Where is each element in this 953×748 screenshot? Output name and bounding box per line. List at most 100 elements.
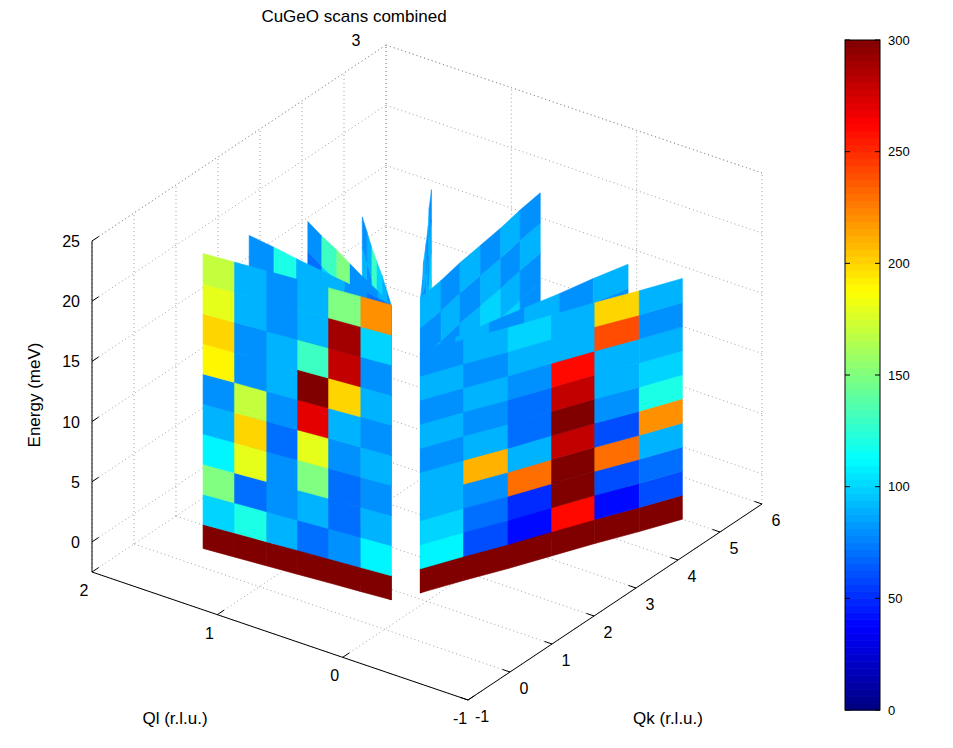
chart-svg: -1012-101234560510152025Ql (r.l.u.)Qk (r… — [0, 0, 953, 748]
colorbar-swatch — [845, 305, 880, 313]
chart-root: -1012-101234560510152025Ql (r.l.u.)Qk (r… — [0, 0, 953, 748]
colorbar-swatch — [845, 494, 880, 502]
colorbar-swatch — [845, 640, 880, 648]
colorbar-swatch — [845, 96, 880, 104]
colorbar-swatch — [845, 452, 880, 460]
grid-line — [92, 346, 386, 542]
colorbar-tick-label: 100 — [888, 479, 910, 494]
cell — [424, 244, 427, 292]
grid-line — [386, 105, 762, 233]
colorbar-swatch — [845, 661, 880, 669]
y-tick-label: 3 — [646, 596, 655, 613]
z-tick — [92, 417, 99, 421]
colorbar-swatch — [845, 263, 880, 271]
cell — [595, 291, 639, 327]
data-cells — [203, 190, 682, 600]
colorbar-swatch — [845, 242, 880, 250]
colorbar-swatch — [845, 619, 880, 627]
y-axis-title: Qk (r.l.u.) — [633, 709, 703, 728]
z-tick — [92, 357, 99, 361]
colorbar-tick — [845, 486, 850, 487]
grid-line — [92, 105, 386, 301]
cell — [234, 262, 266, 301]
grid-line — [343, 461, 637, 657]
colorbar-swatch — [845, 40, 880, 48]
y-tick — [586, 613, 594, 616]
cell — [371, 246, 376, 290]
colorbar-swatch — [845, 187, 880, 195]
grid-line — [134, 544, 510, 672]
x-tick-label: -1 — [453, 710, 467, 727]
cell — [639, 278, 682, 314]
grid-line — [762, 173, 763, 504]
colorbar-swatch — [845, 82, 880, 90]
slice — [420, 278, 682, 592]
cell — [367, 231, 372, 276]
colorbar-swatch — [845, 682, 880, 690]
x-tick-label: 2 — [80, 582, 89, 599]
colorbar-swatch — [845, 228, 880, 236]
grid-line — [92, 226, 386, 422]
colorbar-swatch — [845, 570, 880, 578]
colorbar-swatch — [845, 459, 880, 467]
colorbar-swatch — [845, 396, 880, 404]
y-tick-label: 0 — [520, 680, 529, 697]
colorbar-swatch — [845, 221, 880, 229]
x-tick-label: 1 — [205, 625, 214, 642]
grid-line — [386, 165, 762, 293]
x-tick — [343, 653, 350, 657]
colorbar-swatch — [845, 319, 880, 327]
colorbar-tick — [875, 40, 880, 41]
grid-line — [92, 45, 386, 241]
y-tick-label: 5 — [730, 540, 739, 557]
colorbar-swatch — [845, 375, 880, 383]
colorbar-tick — [875, 375, 880, 376]
colorbar-swatch — [845, 159, 880, 167]
y-tick — [712, 529, 720, 532]
colorbar-swatch — [845, 445, 880, 453]
cell — [360, 296, 391, 335]
z-tick-label: 15 — [62, 353, 80, 370]
colorbar-tick-label: 150 — [888, 368, 910, 383]
colorbar-swatch — [845, 668, 880, 676]
grid-line — [92, 572, 468, 700]
colorbar-swatch — [845, 291, 880, 299]
colorbar-frame — [845, 40, 880, 710]
colorbar-swatch — [845, 208, 880, 216]
y-tick-label: 6 — [772, 512, 781, 529]
colorbar-swatch — [845, 654, 880, 662]
colorbar-swatch — [845, 431, 880, 439]
z-tick-label: 5 — [71, 474, 80, 491]
colorbar-swatch — [845, 61, 880, 69]
cell — [420, 280, 441, 328]
colorbar-swatch — [845, 194, 880, 202]
colorbar-swatch — [845, 333, 880, 341]
cell — [266, 271, 297, 310]
colorbar-swatch — [845, 103, 880, 111]
colorbar-swatch — [845, 277, 880, 285]
z-tick — [92, 477, 99, 481]
colorbar-swatch — [845, 410, 880, 418]
colorbar-swatch — [845, 466, 880, 474]
x-tick — [217, 610, 224, 614]
colorbar-swatch — [845, 354, 880, 362]
colorbar-swatch — [845, 382, 880, 390]
z-tick — [92, 537, 99, 541]
colorbar-swatch — [845, 284, 880, 292]
z-tick-label: 10 — [62, 414, 80, 431]
colorbar-tick — [845, 263, 850, 264]
slice — [203, 254, 391, 600]
colorbar-swatch — [845, 249, 880, 257]
x-tick — [92, 568, 99, 572]
colorbar-swatch — [845, 515, 880, 523]
y-tick — [754, 501, 762, 504]
colorbar-swatch — [845, 703, 880, 711]
colorbar-swatch — [845, 326, 880, 334]
colorbar-tick-label: 250 — [888, 144, 910, 159]
colorbar-swatch — [845, 173, 880, 181]
colorbar-tick — [845, 375, 850, 376]
grid-line — [92, 376, 386, 572]
grid-line — [92, 241, 93, 572]
colorbar-swatch — [845, 675, 880, 683]
y-tick — [502, 669, 510, 672]
